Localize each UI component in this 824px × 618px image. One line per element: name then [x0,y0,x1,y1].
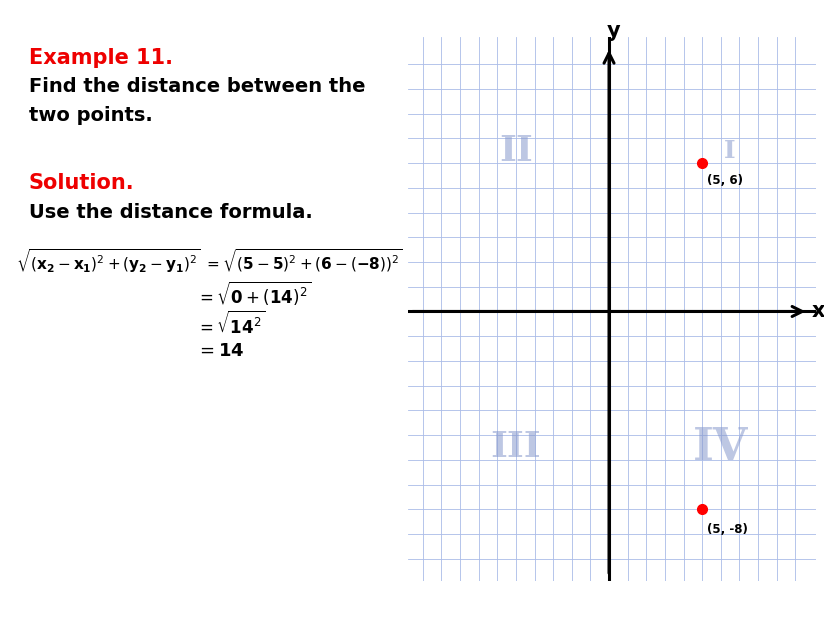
Text: (5, 6): (5, 6) [707,174,742,187]
Text: $\mathbf{x}$: $\mathbf{x}$ [811,302,824,321]
Text: $=\sqrt{\mathbf{14}^2}$: $=\sqrt{\mathbf{14}^2}$ [196,311,265,338]
Text: Use the distance formula.: Use the distance formula. [29,203,312,222]
Text: IV: IV [693,426,748,469]
Text: $=\sqrt{\mathbf{0}+(\mathbf{14})^2}$: $=\sqrt{\mathbf{0}+(\mathbf{14})^2}$ [196,280,311,308]
Text: $\mathbf{y}$: $\mathbf{y}$ [606,23,621,43]
Text: Find the distance between the: Find the distance between the [29,77,365,96]
Text: I: I [724,139,736,163]
Text: $=\mathbf{14}$: $=\mathbf{14}$ [196,342,244,360]
Text: $\sqrt{(\mathbf{x_2}-\mathbf{x_1})^2+(\mathbf{y_2}-\mathbf{y_1})^2}$$\ =\sqrt{(\: $\sqrt{(\mathbf{x_2}-\mathbf{x_1})^2+(\m… [16,247,403,274]
Text: Example 11.: Example 11. [29,48,173,68]
Text: (5, -8): (5, -8) [707,523,747,536]
Text: III: III [490,430,541,465]
Text: II: II [499,133,533,168]
Text: Solution.: Solution. [29,173,134,193]
Text: two points.: two points. [29,106,152,125]
